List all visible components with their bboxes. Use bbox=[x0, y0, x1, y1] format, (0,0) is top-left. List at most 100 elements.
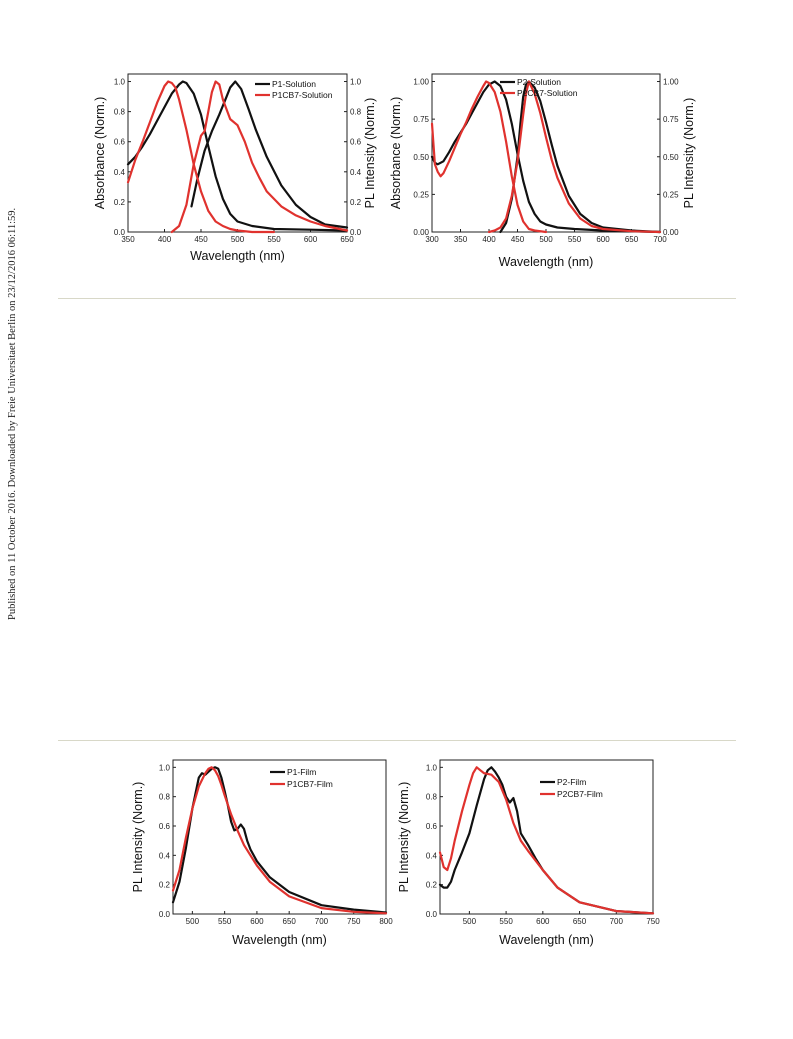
x-tick-label: 650 bbox=[283, 917, 297, 926]
x-tick-label: 500 bbox=[231, 235, 245, 244]
y2-tick-label: 0.25 bbox=[663, 190, 679, 199]
legend-label: P1-Film bbox=[287, 767, 316, 777]
y-tick-label: 0.2 bbox=[114, 198, 126, 207]
series-line-p2cb7-film-emission bbox=[438, 766, 655, 915]
y2-tick-label: 0.8 bbox=[350, 108, 362, 117]
x-tick-label: 600 bbox=[250, 917, 264, 926]
y-tick-label: 0.2 bbox=[426, 881, 438, 890]
y-tick-label: 0.8 bbox=[426, 793, 438, 802]
series-line-p1-film-emission bbox=[171, 766, 388, 914]
x-tick-label: 450 bbox=[511, 235, 525, 244]
y-tick-label: 0.4 bbox=[159, 851, 171, 860]
x-tick-label: 450 bbox=[194, 235, 208, 244]
legend-label: P1CB7-Solution bbox=[272, 90, 333, 100]
x-axis-label: Wavelength (nm) bbox=[232, 933, 327, 947]
x-tick-label: 700 bbox=[610, 917, 624, 926]
x-tick-label: 650 bbox=[625, 235, 639, 244]
legend-label: P2CB7-Solution bbox=[517, 88, 578, 98]
x-tick-label: 500 bbox=[186, 917, 200, 926]
y-tick-label: 0.50 bbox=[413, 153, 429, 162]
y2-axis-label: PL Intensity (Norm.) bbox=[363, 98, 377, 209]
chart-4: 500 550 600 650 700 750 0.0 0.2 0.4 0.6 0.8 1.0 Wave… bbox=[397, 759, 660, 947]
chart-2: 300 350 400 450 500 550 600 650 7000.000.250.500… bbox=[389, 73, 696, 269]
x-axis-label: Wavelength (nm) bbox=[190, 249, 285, 263]
plot-frame bbox=[172, 759, 387, 915]
x-tick-label: 550 bbox=[218, 917, 232, 926]
x-tick-label: 400 bbox=[158, 235, 172, 244]
y-tick-label: 0.4 bbox=[114, 168, 126, 177]
x-tick-label: 750 bbox=[347, 917, 361, 926]
x-tick-label: 550 bbox=[568, 235, 582, 244]
x-tick-label: 700 bbox=[315, 917, 329, 926]
x-tick-label: 600 bbox=[596, 235, 610, 244]
series-line-p1cb7-solution-emission bbox=[170, 80, 349, 234]
x-tick-label: 350 bbox=[121, 235, 135, 244]
series-line-p1cb7-film-emission bbox=[171, 766, 388, 915]
series-line-p2-solution-absorbance bbox=[430, 80, 662, 234]
series-line-p2cb7-solution-emission bbox=[487, 80, 662, 234]
x-tick-label: 550 bbox=[499, 917, 513, 926]
y2-tick-label: 0.6 bbox=[350, 138, 362, 147]
x-tick-label: 600 bbox=[536, 917, 550, 926]
x-tick-label: 650 bbox=[573, 917, 587, 926]
x-tick-label: 550 bbox=[267, 235, 281, 244]
y-tick-label: 0.0 bbox=[159, 910, 171, 919]
x-axis-label: Wavelength (nm) bbox=[499, 933, 594, 947]
x-tick-label: 400 bbox=[482, 235, 496, 244]
series-line-p1cb7-solution-absorbance bbox=[126, 80, 276, 234]
y-tick-label: 0.0 bbox=[114, 228, 126, 237]
y-axis-label: PL Intensity (Norm.) bbox=[131, 782, 145, 893]
y-tick-label: 0.0 bbox=[426, 910, 438, 919]
y-tick-label: 0.6 bbox=[426, 822, 438, 831]
y-tick-label: 0.6 bbox=[114, 138, 126, 147]
x-tick-label: 600 bbox=[304, 235, 318, 244]
legend-label: P1-Solution bbox=[272, 79, 316, 89]
plot-frame bbox=[439, 759, 654, 915]
y-tick-label: 1.00 bbox=[413, 78, 429, 87]
x-tick-label: 500 bbox=[463, 917, 477, 926]
y2-tick-label: 1.00 bbox=[663, 78, 679, 87]
legend-label: P1CB7-Film bbox=[287, 779, 333, 789]
y-tick-label: 0.25 bbox=[413, 190, 429, 199]
y2-tick-label: 0.4 bbox=[350, 168, 362, 177]
y-tick-label: 0.8 bbox=[159, 793, 171, 802]
series-line-p2-film-emission bbox=[438, 766, 655, 915]
x-tick-label: 650 bbox=[340, 235, 354, 244]
x-axis-label: Wavelength (nm) bbox=[499, 255, 594, 269]
divider-top bbox=[58, 298, 736, 299]
y2-axis-label: PL Intensity (Norm.) bbox=[682, 98, 696, 209]
series-line-p2cb7-solution-absorbance bbox=[430, 80, 548, 234]
y2-tick-label: 0.00 bbox=[663, 228, 679, 237]
y2-tick-label: 1.0 bbox=[350, 78, 362, 87]
y-axis-label: PL Intensity (Norm.) bbox=[397, 782, 411, 893]
y-tick-label: 1.0 bbox=[426, 763, 438, 772]
y-tick-label: 1.0 bbox=[114, 78, 126, 87]
x-tick-label: 300 bbox=[425, 235, 439, 244]
y-tick-label: 0.2 bbox=[159, 881, 171, 890]
y-axis-label: Absorbance (Norm.) bbox=[389, 97, 403, 210]
legend-label: P2CB7-Film bbox=[557, 789, 603, 799]
legend-label: P2-Solution bbox=[517, 77, 561, 87]
y2-tick-label: 0.0 bbox=[350, 228, 362, 237]
y2-tick-label: 0.50 bbox=[663, 153, 679, 162]
y-tick-label: 1.0 bbox=[159, 763, 171, 772]
y-tick-label: 0.8 bbox=[114, 108, 126, 117]
y2-tick-label: 0.2 bbox=[350, 198, 362, 207]
y-tick-label: 0.75 bbox=[413, 115, 429, 124]
divider-bottom bbox=[58, 740, 736, 741]
x-tick-label: 800 bbox=[379, 917, 393, 926]
chart-1: 350 400 450 500 550 600 6500.00.20.40.60.81.00… bbox=[93, 73, 377, 263]
x-tick-label: 700 bbox=[653, 235, 667, 244]
legend-label: P2-Film bbox=[557, 777, 586, 787]
y-tick-label: 0.4 bbox=[426, 851, 438, 860]
y-tick-label: 0.6 bbox=[159, 822, 171, 831]
chart-3: 500 550 600 650 700 750 800 0.0 0.2 0.4 0.6 0.8 1.0 W… bbox=[131, 759, 393, 947]
x-tick-label: 500 bbox=[539, 235, 553, 244]
x-tick-label: 350 bbox=[454, 235, 468, 244]
x-tick-label: 750 bbox=[646, 917, 660, 926]
y-axis-label: Absorbance (Norm.) bbox=[93, 97, 107, 210]
y-tick-label: 0.00 bbox=[413, 228, 429, 237]
series-line-p1-solution-emission bbox=[190, 80, 349, 229]
y2-tick-label: 0.75 bbox=[663, 115, 679, 124]
